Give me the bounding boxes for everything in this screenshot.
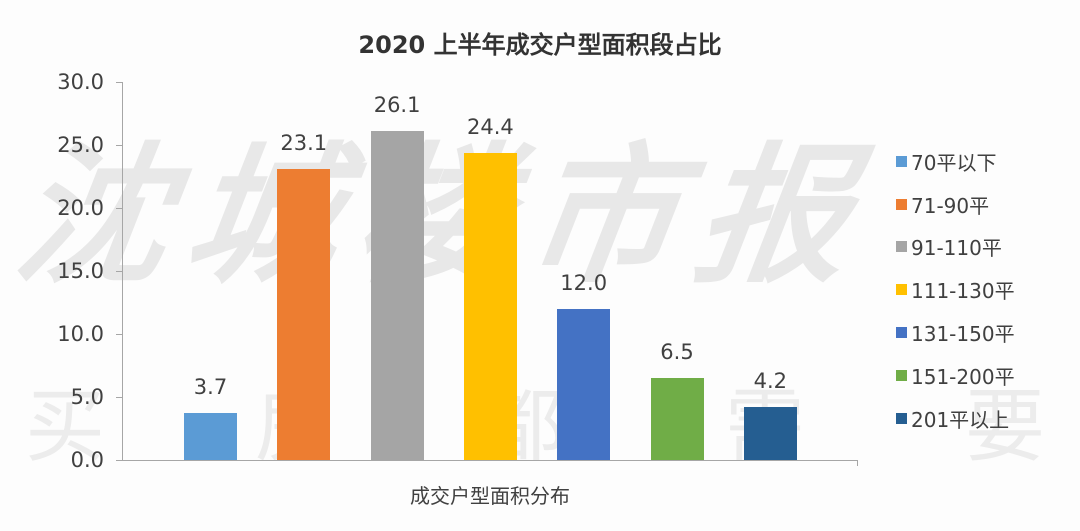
legend-item: 111-130平 — [896, 268, 1015, 311]
legend-swatch-icon — [896, 369, 907, 381]
bar-value-label: 4.2 — [753, 369, 787, 394]
y-tick-mark — [116, 82, 122, 83]
chart-title: 2020 上半年成交户型面积段占比 — [358, 31, 722, 59]
bar-111-130平 — [463, 152, 517, 460]
legend-swatch-icon — [896, 198, 907, 210]
bar-91-110平 — [370, 131, 424, 460]
y-tick-label: 0.0 — [70, 448, 104, 472]
bar-value-label: 24.4 — [467, 114, 514, 139]
bar-value-label: 3.7 — [193, 375, 228, 400]
y-tick-mark — [116, 397, 122, 398]
x-axis-end-tick — [857, 460, 858, 466]
bar-value-label: 6.5 — [660, 340, 694, 365]
y-tick-mark — [116, 271, 122, 272]
y-tick-label: 15.0 — [57, 259, 104, 283]
legend-item: 71-90平 — [896, 183, 1015, 226]
y-tick-label: 30.0 — [57, 70, 104, 94]
legend-swatch-icon — [896, 412, 907, 424]
legend-label: 70平以下 — [911, 150, 997, 175]
y-tick-mark — [116, 208, 122, 209]
y-axis — [122, 82, 123, 461]
y-tick-label: 10.0 — [57, 322, 104, 346]
bar-151-200平 — [650, 378, 704, 460]
bar-71-90平 — [277, 168, 331, 460]
legend-item: 151-200平 — [896, 354, 1015, 397]
legend-label: 201平以上 — [911, 407, 1010, 432]
legend-label: 151-200平 — [911, 364, 1015, 389]
bar-value-label: 23.1 — [280, 130, 328, 155]
x-axis-label: 成交户型面积分布 — [410, 484, 570, 508]
bar-value-label: 12.0 — [560, 270, 608, 295]
legend-label: 91-110平 — [911, 236, 1002, 261]
bar-value-label: 26.1 — [373, 93, 421, 118]
y-tick-label: 20.0 — [57, 196, 104, 220]
legend-item: 91-110平 — [896, 226, 1015, 269]
legend-label: 71-90平 — [911, 193, 990, 218]
legend-item: 201平以上 — [896, 397, 1015, 440]
x-axis — [116, 460, 858, 461]
y-tick-label: 5.0 — [70, 385, 104, 409]
legend-label: 131-150平 — [911, 322, 1015, 347]
y-tick-label: 25.0 — [57, 133, 104, 157]
legend-label: 111-130平 — [911, 279, 1015, 304]
bar-201平以上 — [743, 407, 797, 460]
y-tick-mark — [116, 334, 122, 335]
legend-swatch-icon — [896, 241, 907, 253]
legend: 70平以下 71-90平 91-110平 111-130平 131-150平 151-20… — [896, 140, 1015, 440]
legend-swatch-icon — [896, 155, 907, 167]
bar-131-150平 — [557, 308, 611, 460]
legend-item: 131-150平 — [896, 311, 1015, 354]
y-tick-mark — [116, 460, 122, 461]
legend-swatch-icon — [896, 327, 907, 339]
y-tick-mark — [116, 145, 122, 146]
legend-swatch-icon — [896, 284, 907, 296]
bar-70平以下 — [184, 413, 237, 460]
legend-item: 70平以下 — [896, 140, 1015, 183]
